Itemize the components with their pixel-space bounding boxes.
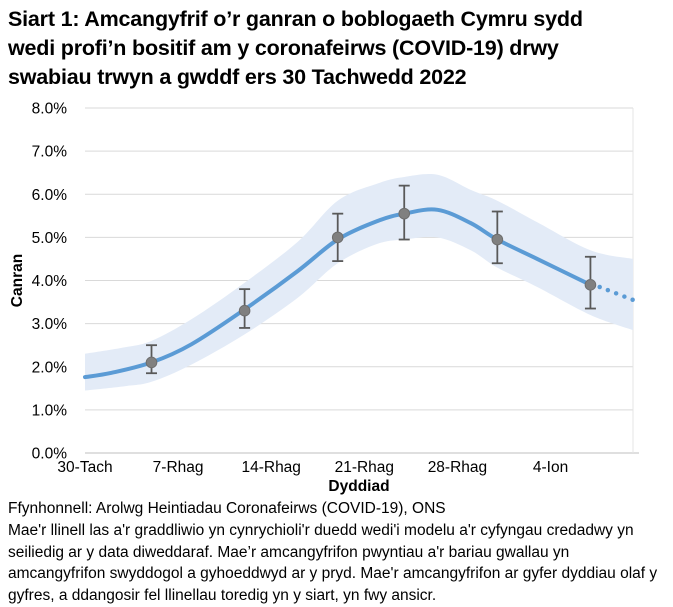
data-point <box>238 304 251 317</box>
y-tick-label: 4.0% <box>32 273 68 290</box>
data-point <box>398 207 411 220</box>
covid-positivity-line-chart: 0.0% 1.0% 2.0% 3.0% 4.0% 5.0% 6.0% 7.0% 8.0% 30-T… <box>9 101 639 495</box>
x-tick-label: 30-Tach <box>57 459 112 476</box>
page-title-line: wedi profi’n bositif am y coronafeirws (… <box>8 36 559 60</box>
data-point <box>584 279 597 291</box>
x-tick-label: 14-Rhag <box>241 459 300 476</box>
y-axis-title: Canran <box>9 254 26 307</box>
y-tick-label: 2.0% <box>32 359 68 376</box>
page-title: Siart 1: Amcangyfrif o’r ganran o boblog… <box>8 5 670 92</box>
data-point <box>145 356 158 369</box>
x-tick-label: 21-Rhag <box>335 459 394 476</box>
page-title-line: Siart 1: Amcangyfrif o’r ganran o boblog… <box>8 7 583 31</box>
source-note: Ffynhonnell: Arolwg Heintiadau Coronafei… <box>8 500 446 517</box>
y-tick-label: 1.0% <box>32 402 68 419</box>
confidence-band <box>85 174 633 391</box>
page-title-line: swabiau trwyn a gwddf ers 30 Tachwedd 20… <box>8 65 467 89</box>
y-tick-label: 3.0% <box>32 316 68 333</box>
method-note-line: gyfres, a ddangosir fel llinellau toredi… <box>8 587 437 605</box>
data-point <box>331 231 344 244</box>
y-tick-label: 8.0% <box>32 101 68 118</box>
method-note-line: seiliedig ar y data diweddaraf. Mae’r am… <box>8 543 570 561</box>
y-tick-label: 5.0% <box>32 230 68 247</box>
x-tick-label: 28-Rhag <box>428 459 487 476</box>
chart-footnote: Ffynhonnell: Arolwg Heintiadau Coronafei… <box>8 498 672 607</box>
method-note-line: Mae'r llinell las a'r graddliwio yn cynr… <box>8 521 634 539</box>
y-tick-label: 6.0% <box>32 187 68 204</box>
y-tick-label: 0.0% <box>32 446 68 463</box>
trend-line-dotted <box>597 284 636 303</box>
x-axis-title: Dyddiad <box>328 478 389 495</box>
x-tick-label: 4-Ion <box>533 459 568 476</box>
y-tick-label: 7.0% <box>32 144 68 161</box>
data-point <box>491 233 504 246</box>
method-note-line: amcangyfrifon swyddogol a gyhoeddwyd ar … <box>8 565 658 583</box>
x-tick-label: 7-Rhag <box>153 459 204 476</box>
